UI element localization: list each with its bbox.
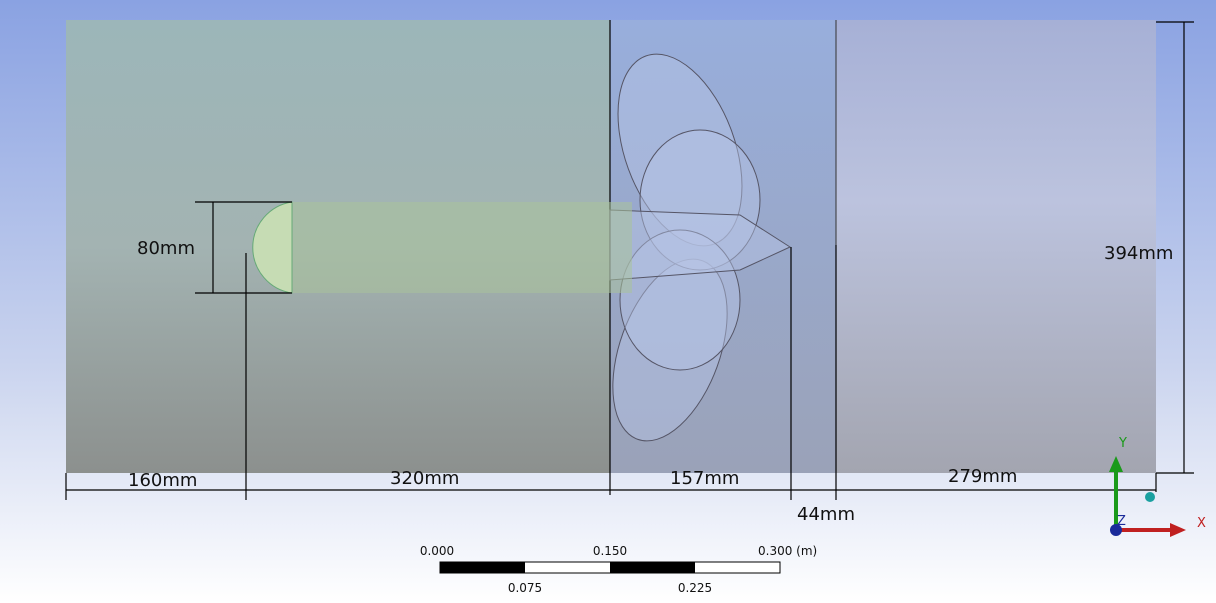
body: 80mm 160mm 320mm 157mm 44mm 279mm 394mm … bbox=[0, 0, 1216, 603]
axis-label: X bbox=[1197, 516, 1206, 531]
scale-label: 0.225 bbox=[678, 581, 712, 595]
scale-bar bbox=[440, 562, 780, 573]
scale-label: 0.300 (m) bbox=[758, 544, 817, 558]
dimension-label: 279mm bbox=[948, 466, 1017, 487]
dimension-label: 44mm bbox=[797, 504, 855, 525]
dimension-label: 157mm bbox=[670, 468, 739, 489]
hull bbox=[292, 202, 632, 293]
iso-dot bbox=[1145, 492, 1155, 502]
page: {"dimensions": {"body_diameter": "80mm",… bbox=[0, 0, 1216, 603]
axis-label: Y bbox=[1118, 436, 1127, 451]
scale-segment bbox=[440, 562, 525, 573]
scale-label: 0.075 bbox=[508, 581, 542, 595]
submarine-body bbox=[253, 202, 632, 293]
scale-segment bbox=[610, 562, 695, 573]
scale-label: 0.150 bbox=[593, 544, 627, 558]
dimension-label: 160mm bbox=[128, 470, 197, 491]
dimension-label: 320mm bbox=[390, 468, 459, 489]
viewport: 80mm 160mm 320mm 157mm 44mm 279mm 394mm … bbox=[0, 0, 1216, 603]
dimension-label: 394mm bbox=[1104, 243, 1173, 264]
axis-label: Z bbox=[1117, 514, 1126, 529]
dimension-label: 80mm bbox=[137, 238, 195, 259]
scale-label: 0.000 bbox=[420, 544, 454, 558]
